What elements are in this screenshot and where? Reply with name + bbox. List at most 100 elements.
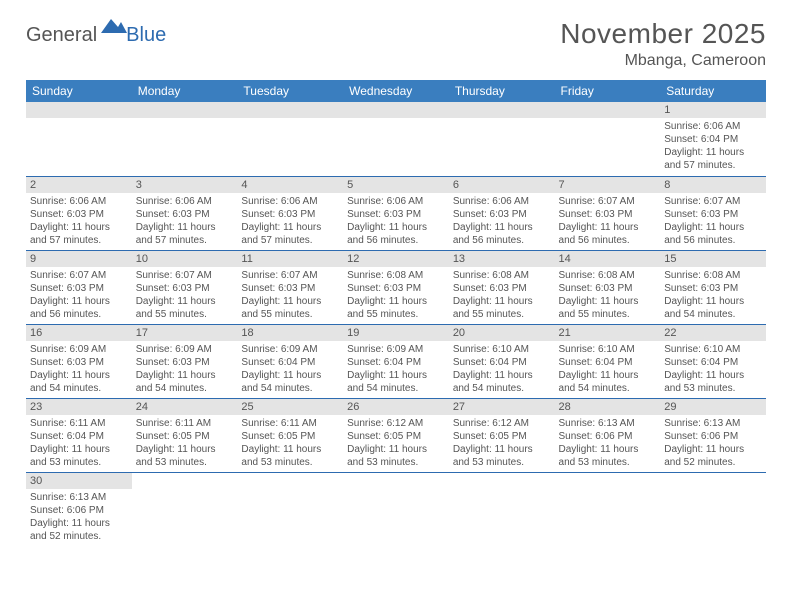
day-detail-line: Daylight: 11 hours (453, 221, 551, 234)
day-detail-line: Sunset: 6:03 PM (136, 208, 234, 221)
calendar-week-row: 9Sunrise: 6:07 AMSunset: 6:03 PMDaylight… (26, 250, 766, 324)
day-detail-line: Sunset: 6:03 PM (453, 282, 551, 295)
day-detail-line: Sunrise: 6:08 AM (559, 269, 657, 282)
day-detail-line: Sunset: 6:03 PM (30, 282, 128, 295)
day-detail-line: Sunrise: 6:11 AM (30, 417, 128, 430)
day-details: Sunrise: 6:06 AMSunset: 6:03 PMDaylight:… (343, 193, 449, 249)
day-number: 1 (660, 102, 766, 118)
day-detail-line: Sunrise: 6:08 AM (664, 269, 762, 282)
day-detail-line: Sunrise: 6:07 AM (241, 269, 339, 282)
day-details: Sunrise: 6:09 AMSunset: 6:04 PMDaylight:… (343, 341, 449, 397)
calendar-cell: 23Sunrise: 6:11 AMSunset: 6:04 PMDayligh… (26, 398, 132, 472)
day-detail-line: and 53 minutes. (559, 456, 657, 469)
day-number: 28 (555, 399, 661, 415)
calendar-cell (555, 472, 661, 546)
day-detail-line: Daylight: 11 hours (30, 443, 128, 456)
day-detail-line: Sunset: 6:06 PM (30, 504, 128, 517)
calendar-cell: 11Sunrise: 6:07 AMSunset: 6:03 PMDayligh… (237, 250, 343, 324)
day-detail-line: Sunset: 6:06 PM (559, 430, 657, 443)
calendar-cell: 22Sunrise: 6:10 AMSunset: 6:04 PMDayligh… (660, 324, 766, 398)
day-detail-line: Sunrise: 6:12 AM (453, 417, 551, 430)
day-detail-line: Sunset: 6:03 PM (347, 282, 445, 295)
day-detail-line: and 55 minutes. (136, 308, 234, 321)
calendar-body: 1Sunrise: 6:06 AMSunset: 6:04 PMDaylight… (26, 102, 766, 546)
calendar-cell (449, 472, 555, 546)
day-detail-line: Sunrise: 6:09 AM (136, 343, 234, 356)
day-details: Sunrise: 6:10 AMSunset: 6:04 PMDaylight:… (660, 341, 766, 397)
day-detail-line: Daylight: 11 hours (347, 443, 445, 456)
day-detail-line: and 54 minutes. (241, 382, 339, 395)
day-details: Sunrise: 6:08 AMSunset: 6:03 PMDaylight:… (449, 267, 555, 323)
brand-text-blue: Blue (126, 24, 166, 47)
day-detail-line: Daylight: 11 hours (241, 295, 339, 308)
calendar-cell: 18Sunrise: 6:09 AMSunset: 6:04 PMDayligh… (237, 324, 343, 398)
empty-day-bar (343, 102, 449, 118)
day-details: Sunrise: 6:11 AMSunset: 6:04 PMDaylight:… (26, 415, 132, 471)
day-detail-line: Sunset: 6:04 PM (559, 356, 657, 369)
day-detail-line: and 54 minutes. (347, 382, 445, 395)
day-number: 30 (26, 473, 132, 489)
day-detail-line: and 56 minutes. (453, 234, 551, 247)
calendar-week-row: 23Sunrise: 6:11 AMSunset: 6:04 PMDayligh… (26, 398, 766, 472)
day-detail-line: Daylight: 11 hours (664, 443, 762, 456)
day-detail-line: and 54 minutes. (30, 382, 128, 395)
day-detail-line: Sunset: 6:06 PM (664, 430, 762, 443)
day-detail-line: Sunrise: 6:06 AM (664, 120, 762, 133)
day-number: 27 (449, 399, 555, 415)
day-detail-line: Sunrise: 6:07 AM (136, 269, 234, 282)
calendar-cell: 29Sunrise: 6:13 AMSunset: 6:06 PMDayligh… (660, 398, 766, 472)
day-detail-line: and 54 minutes. (559, 382, 657, 395)
day-detail-line: Sunset: 6:03 PM (664, 208, 762, 221)
day-detail-line: Daylight: 11 hours (347, 221, 445, 234)
day-detail-line: Daylight: 11 hours (30, 295, 128, 308)
day-details: Sunrise: 6:06 AMSunset: 6:03 PMDaylight:… (132, 193, 238, 249)
calendar-cell: 26Sunrise: 6:12 AMSunset: 6:05 PMDayligh… (343, 398, 449, 472)
day-of-week-header: Sunday (26, 80, 132, 102)
day-of-week-header: Wednesday (343, 80, 449, 102)
calendar-cell (555, 102, 661, 176)
day-number: 9 (26, 251, 132, 267)
day-detail-line: Daylight: 11 hours (347, 369, 445, 382)
empty-day-bar (449, 102, 555, 118)
day-number: 8 (660, 177, 766, 193)
day-detail-line: and 55 minutes. (453, 308, 551, 321)
day-detail-line: Sunset: 6:04 PM (347, 356, 445, 369)
day-detail-line: and 55 minutes. (241, 308, 339, 321)
brand-logo: General Blue (26, 24, 166, 47)
day-details: Sunrise: 6:13 AMSunset: 6:06 PMDaylight:… (660, 415, 766, 471)
day-details: Sunrise: 6:06 AMSunset: 6:03 PMDaylight:… (26, 193, 132, 249)
day-details: Sunrise: 6:07 AMSunset: 6:03 PMDaylight:… (660, 193, 766, 249)
day-detail-line: and 53 minutes. (453, 456, 551, 469)
calendar-week-row: 2Sunrise: 6:06 AMSunset: 6:03 PMDaylight… (26, 176, 766, 250)
day-detail-line: Daylight: 11 hours (559, 369, 657, 382)
day-of-week-header: Friday (555, 80, 661, 102)
day-of-week-row: SundayMondayTuesdayWednesdayThursdayFrid… (26, 80, 766, 102)
day-detail-line: Daylight: 11 hours (664, 295, 762, 308)
day-detail-line: Sunset: 6:05 PM (136, 430, 234, 443)
calendar-cell: 10Sunrise: 6:07 AMSunset: 6:03 PMDayligh… (132, 250, 238, 324)
day-number: 4 (237, 177, 343, 193)
day-detail-line: Daylight: 11 hours (453, 295, 551, 308)
day-details: Sunrise: 6:08 AMSunset: 6:03 PMDaylight:… (660, 267, 766, 323)
day-detail-line: Sunrise: 6:06 AM (241, 195, 339, 208)
day-details: Sunrise: 6:07 AMSunset: 6:03 PMDaylight:… (26, 267, 132, 323)
day-number: 5 (343, 177, 449, 193)
day-number: 14 (555, 251, 661, 267)
day-detail-line: Sunrise: 6:06 AM (347, 195, 445, 208)
calendar-cell: 20Sunrise: 6:10 AMSunset: 6:04 PMDayligh… (449, 324, 555, 398)
day-detail-line: Sunrise: 6:06 AM (453, 195, 551, 208)
day-detail-line: and 56 minutes. (559, 234, 657, 247)
day-detail-line: Sunset: 6:03 PM (30, 208, 128, 221)
calendar-cell: 5Sunrise: 6:06 AMSunset: 6:03 PMDaylight… (343, 176, 449, 250)
day-detail-line: Sunrise: 6:08 AM (347, 269, 445, 282)
calendar-table: SundayMondayTuesdayWednesdayThursdayFrid… (26, 80, 766, 546)
calendar-cell (132, 102, 238, 176)
day-detail-line: Daylight: 11 hours (30, 221, 128, 234)
day-detail-line: Sunset: 6:04 PM (664, 356, 762, 369)
day-detail-line: and 57 minutes. (30, 234, 128, 247)
day-detail-line: and 55 minutes. (347, 308, 445, 321)
day-detail-line: and 56 minutes. (347, 234, 445, 247)
day-details: Sunrise: 6:10 AMSunset: 6:04 PMDaylight:… (555, 341, 661, 397)
day-detail-line: Daylight: 11 hours (559, 295, 657, 308)
day-detail-line: Sunset: 6:04 PM (30, 430, 128, 443)
